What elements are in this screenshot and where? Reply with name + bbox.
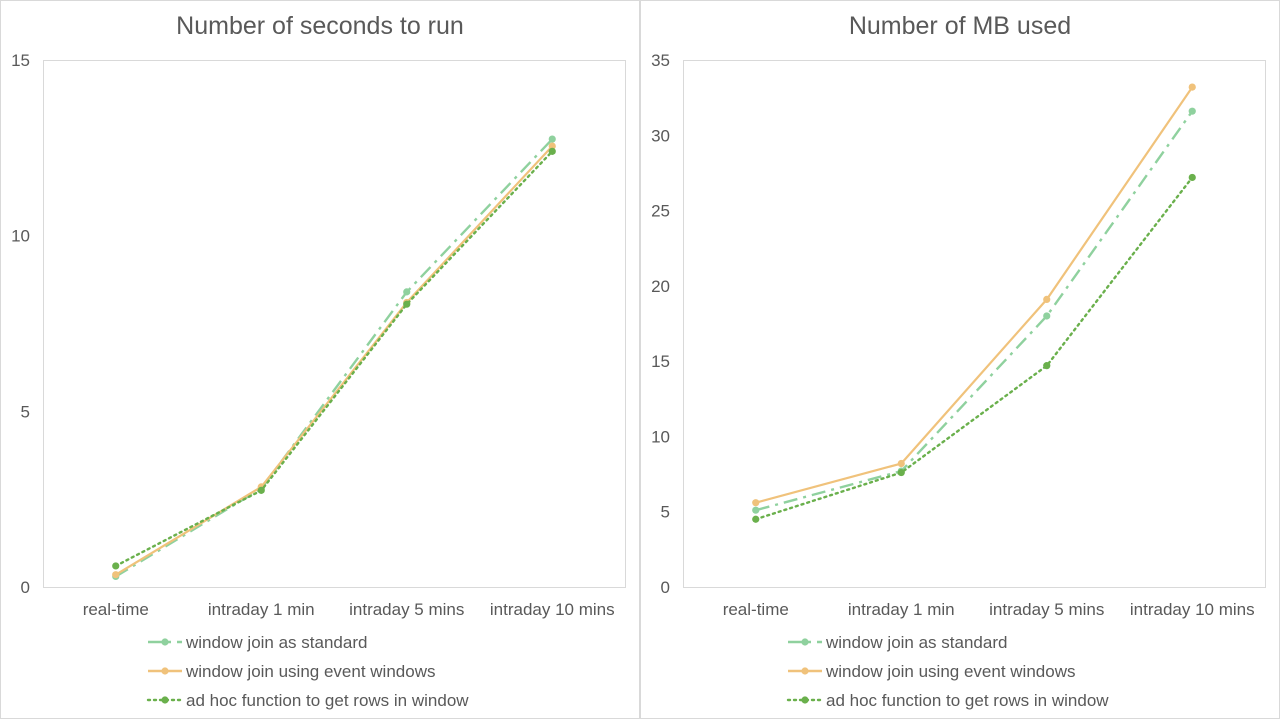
plot-area xyxy=(683,60,1266,588)
data-point xyxy=(897,459,905,468)
series-line xyxy=(115,145,554,576)
y-tick-label: 35 xyxy=(651,51,670,70)
data-point xyxy=(752,499,760,507)
legend-swatch-marker xyxy=(801,638,809,646)
legend-label: window join as standard xyxy=(825,633,1007,652)
y-tick-label: 15 xyxy=(11,51,30,70)
series-line xyxy=(754,176,1194,521)
x-tick-label: intraday 10 mins xyxy=(490,600,615,619)
y-tick-label: 15 xyxy=(651,352,670,371)
data-point xyxy=(752,515,760,523)
left-panel-frame xyxy=(0,0,640,719)
series-0 xyxy=(752,107,1196,514)
data-point xyxy=(1043,312,1051,320)
x-tick-label: intraday 5 mins xyxy=(349,600,464,619)
y-tick-label: 10 xyxy=(11,227,30,246)
legend-swatch-marker xyxy=(161,696,169,704)
data-point xyxy=(403,288,411,296)
data-point xyxy=(752,506,760,514)
data-point xyxy=(112,562,120,570)
data-point xyxy=(548,135,556,143)
data-point xyxy=(1188,83,1196,91)
series-1 xyxy=(112,142,556,579)
memory-chart: Number of MB used 0 5 10 15 20 25 30 35 real-tim… xyxy=(651,12,1266,710)
series-line xyxy=(114,150,554,568)
y-tick-label: 10 xyxy=(651,427,670,446)
y-tick-label: 5 xyxy=(661,503,670,522)
series-line xyxy=(755,86,1194,504)
series-0 xyxy=(112,135,556,581)
data-point xyxy=(548,147,556,155)
series-line xyxy=(755,110,1194,512)
data-point xyxy=(112,571,120,579)
legend-swatch-marker xyxy=(801,667,809,675)
legend-entry: window join using event windows xyxy=(148,662,435,681)
x-tick-label: intraday 1 min xyxy=(208,600,315,619)
data-point xyxy=(1043,295,1051,304)
legend-entry: window join using event windows xyxy=(788,662,1075,681)
legend-swatch-marker xyxy=(801,696,809,704)
y-tick-label: 25 xyxy=(651,202,670,221)
series-line xyxy=(115,138,554,578)
legend-label: window join using event windows xyxy=(825,662,1075,681)
legend-entry: ad hoc function to get rows in window xyxy=(786,691,1109,710)
series-1 xyxy=(752,83,1196,507)
seconds-chart: Number of seconds to run 0 5 10 15 real-time… xyxy=(11,12,626,710)
data-point xyxy=(897,468,905,477)
data-point xyxy=(257,486,265,494)
legend-swatch-marker xyxy=(161,667,169,675)
x-tick-label: intraday 1 min xyxy=(848,600,955,619)
legend-label: ad hoc function to get rows in window xyxy=(186,691,469,710)
y-tick-label: 5 xyxy=(21,402,30,421)
x-tick-label: real-time xyxy=(83,600,149,619)
data-point xyxy=(403,300,411,308)
x-tick-label: real-time xyxy=(723,600,789,619)
y-tick-label: 30 xyxy=(651,126,670,145)
legend-entry: window join as standard xyxy=(148,633,367,652)
x-tick-label: intraday 10 mins xyxy=(1130,600,1255,619)
data-point xyxy=(1188,173,1196,182)
data-point xyxy=(1043,362,1051,370)
chart-title: Number of seconds to run xyxy=(176,12,464,40)
legend-entry: window join as standard xyxy=(788,633,1007,652)
data-point xyxy=(1188,107,1196,115)
legend-entry: ad hoc function to get rows in window xyxy=(146,691,469,710)
y-tick-label: 0 xyxy=(21,578,30,597)
data-point xyxy=(548,142,556,150)
chart-title: Number of MB used xyxy=(849,12,1071,40)
y-tick-label: 20 xyxy=(651,277,670,296)
y-tick-label: 0 xyxy=(661,578,670,597)
series-2 xyxy=(112,147,556,570)
legend-label: window join using event windows xyxy=(185,662,435,681)
legend-swatch-marker xyxy=(161,638,169,646)
legend-label: ad hoc function to get rows in window xyxy=(826,691,1109,710)
plot-area xyxy=(43,60,626,588)
legend-label: window join as standard xyxy=(185,633,367,652)
x-tick-label: intraday 5 mins xyxy=(989,600,1104,619)
series-2 xyxy=(752,173,1196,523)
